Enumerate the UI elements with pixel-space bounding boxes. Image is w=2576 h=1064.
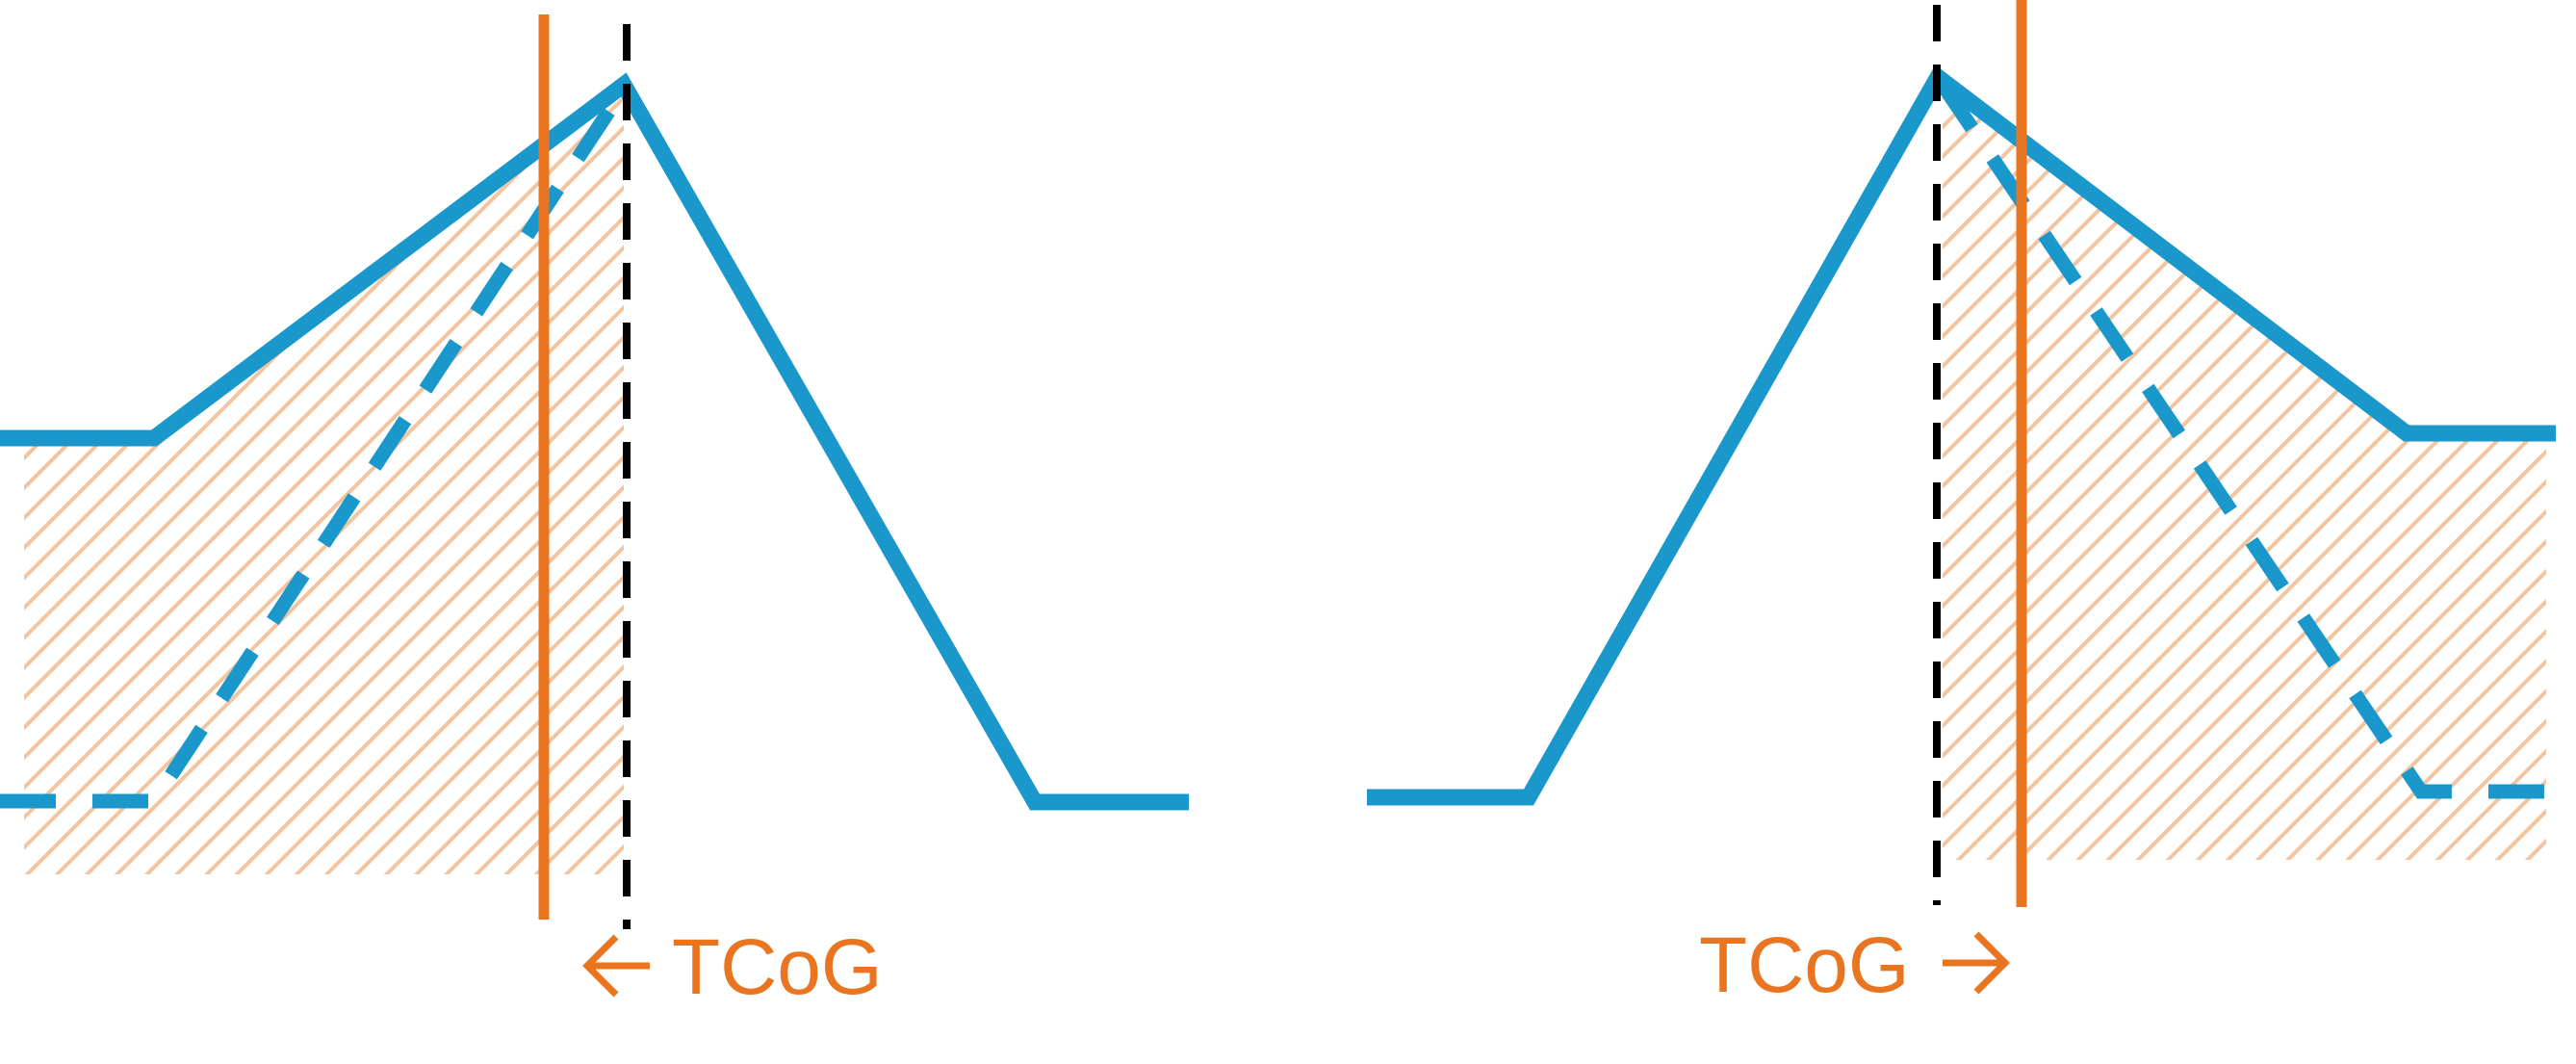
left-tcog-label: TCoG [672, 923, 883, 1011]
right-panel: TCoG [1367, 0, 2576, 1009]
right-tcog-arrow-icon [1943, 931, 2010, 995]
left-dashed-curve [0, 84, 631, 809]
left-tcog-arrow-icon [582, 934, 650, 998]
right-dashed-curve [1934, 77, 2576, 799]
right-tcog-label: TCoG [1699, 921, 1910, 1009]
right-hatched-area [1943, 85, 2546, 860]
left-hatched-area [24, 96, 624, 874]
left-panel: TCoG [0, 14, 1189, 1011]
